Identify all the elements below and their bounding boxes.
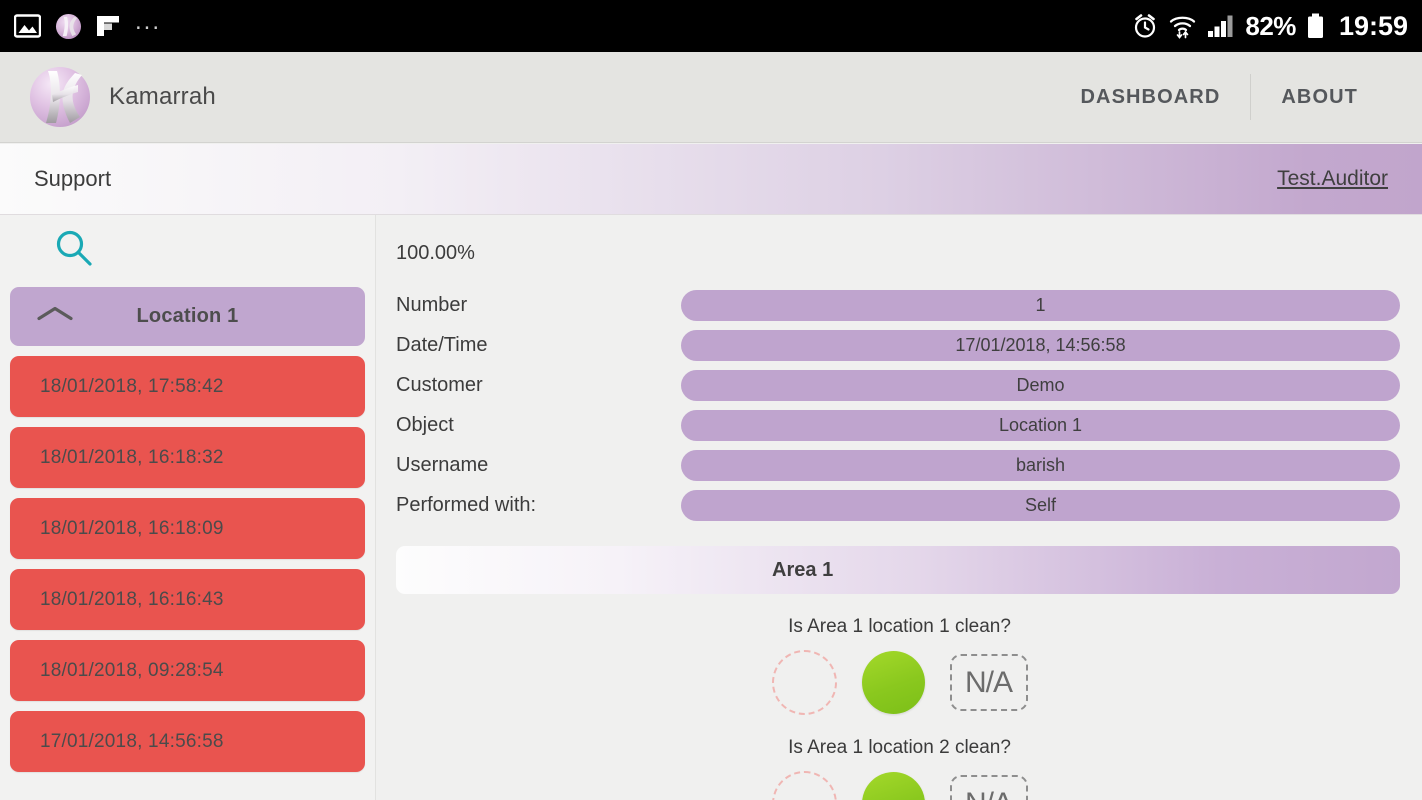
question-text: Is Area 1 location 1 clean? (788, 616, 1011, 637)
completion-progress: 100.00% (377, 215, 1422, 265)
chevron-up-icon (34, 302, 76, 331)
list-item[interactable]: 18/01/2018, 09:28:54 (10, 640, 365, 701)
sidebar-group-label: Location 1 (136, 305, 239, 327)
field-row-datetime: Date/Time 17/01/2018, 14:56:58 (396, 325, 1400, 365)
field-label: Number (396, 293, 468, 316)
battery-percent-label: 82% (1245, 11, 1296, 41)
cell-signal-icon (1207, 14, 1234, 38)
detail-fields: Number 1 Date/Time 17/01/2018, 14:56:58 … (377, 265, 1422, 525)
sidebar: Location 1 18/01/2018, 17:58:42 18/01/20… (0, 215, 376, 800)
list-item[interactable]: 18/01/2018, 16:18:09 (10, 498, 365, 559)
kamarrah-app-icon (55, 13, 82, 40)
question-block-2: Is Area 1 location 2 clean? N/A (377, 737, 1422, 800)
field-value: barish (681, 449, 1400, 481)
alarm-clock-icon (1132, 13, 1158, 39)
field-label: Username (396, 453, 489, 476)
list-item-label: 18/01/2018, 09:28:54 (40, 659, 224, 681)
android-status-bar: ... (0, 0, 1422, 52)
field-row-number: Number 1 (396, 285, 1400, 325)
field-value: 1 (681, 289, 1400, 321)
question-text: Is Area 1 location 2 clean? (788, 737, 1011, 758)
list-item[interactable]: 18/01/2018, 16:16:43 (10, 569, 365, 630)
list-item-label: 18/01/2018, 16:18:32 (40, 446, 224, 468)
field-value: 17/01/2018, 14:56:58 (681, 329, 1400, 361)
gallery-image-icon (14, 14, 41, 38)
question-block-1: Is Area 1 location 1 clean? N/A (377, 616, 1422, 715)
sidebar-group-header-location-1[interactable]: Location 1 (10, 287, 365, 346)
field-row-customer: Customer Demo (396, 365, 1400, 405)
answer-option-yes[interactable] (861, 772, 925, 800)
sidebar-record-list: 18/01/2018, 17:58:42 18/01/2018, 16:18:3… (0, 356, 375, 772)
detail-panel: 100.00% Number 1 Date/Time 17/01/2018, 1… (377, 215, 1422, 800)
status-bar-right-icons: 82% 19:59 (1132, 10, 1408, 41)
sub-header-title: Support (34, 166, 112, 191)
search-row (0, 215, 375, 287)
answer-options: N/A (377, 771, 1422, 800)
list-item-label: 18/01/2018, 16:16:43 (40, 588, 224, 610)
field-value: Location 1 (681, 409, 1400, 441)
list-item-label: 18/01/2018, 16:18:09 (40, 517, 224, 539)
nav-dashboard[interactable]: DASHBOARD (1080, 85, 1221, 108)
progress-percent-label: 100.00% (396, 242, 475, 264)
field-label: Performed with: (396, 493, 537, 516)
field-label: Customer (396, 373, 483, 396)
field-row-object: Object Location 1 (396, 405, 1400, 445)
kamarrah-logo-icon (28, 65, 92, 129)
answer-option-no[interactable] (771, 771, 837, 800)
field-label: Date/Time (396, 333, 488, 356)
status-bar-left-icons: ... (14, 10, 161, 42)
answer-option-na[interactable]: N/A (949, 654, 1028, 711)
answer-option-no[interactable] (771, 650, 837, 715)
answer-option-na[interactable]: N/A (949, 775, 1028, 800)
area-section-label: Area 1 (772, 558, 834, 581)
app-nav: DASHBOARD ABOUT (1050, 52, 1422, 142)
battery-icon (1307, 13, 1324, 39)
field-row-performed-with: Performed with: Self (396, 485, 1400, 525)
list-item[interactable]: 17/01/2018, 14:56:58 (10, 711, 365, 772)
nav-divider (1250, 74, 1252, 120)
field-label: Object (396, 413, 454, 436)
nav-about[interactable]: ABOUT (1281, 85, 1358, 108)
status-overflow-icon: ... (135, 8, 162, 35)
list-item-label: 17/01/2018, 14:56:58 (40, 730, 224, 752)
search-icon[interactable] (52, 227, 96, 276)
answer-options: N/A (377, 650, 1422, 715)
field-value: Demo (681, 369, 1400, 401)
list-item[interactable]: 18/01/2018, 17:58:42 (10, 356, 365, 417)
field-row-username: Username barish (396, 445, 1400, 485)
flipboard-icon (96, 14, 121, 38)
progress-track (477, 249, 1400, 258)
brand-name-label: Kamarrah (109, 83, 216, 110)
sub-header: Support Test.Auditor (0, 144, 1422, 215)
list-item-label: 18/01/2018, 17:58:42 (40, 375, 224, 397)
answer-option-yes[interactable] (861, 651, 925, 714)
area-section-header: Area 1 (396, 546, 1400, 594)
field-value: Self (681, 489, 1400, 521)
app-header: Kamarrah DASHBOARD ABOUT (0, 52, 1422, 143)
current-user-link[interactable]: Test.Auditor (1277, 167, 1388, 190)
content-area: Location 1 18/01/2018, 17:58:42 18/01/20… (0, 215, 1422, 800)
status-clock: 19:59 (1338, 10, 1408, 41)
list-item[interactable]: 18/01/2018, 16:18:32 (10, 427, 365, 488)
brand-block[interactable]: Kamarrah (0, 65, 216, 129)
wifi-icon (1169, 13, 1196, 39)
